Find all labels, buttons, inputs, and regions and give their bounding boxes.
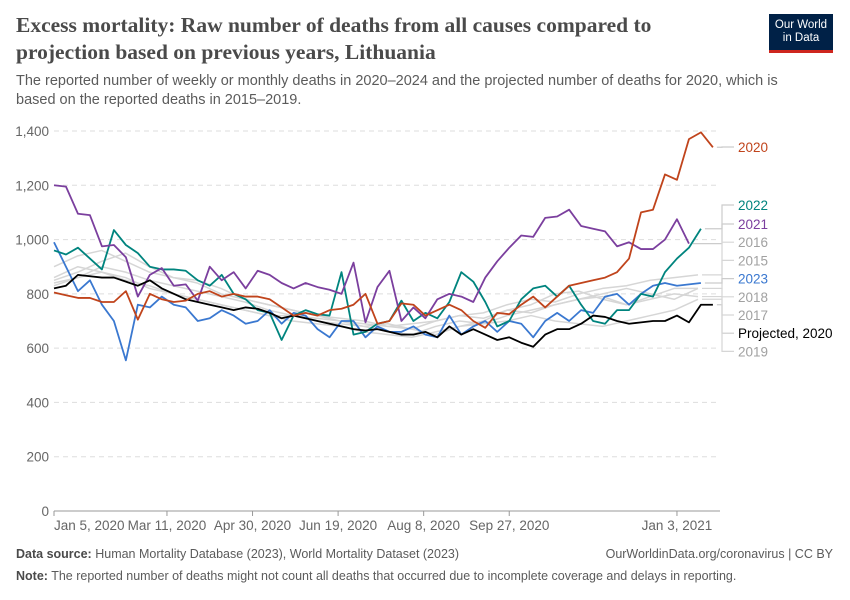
legend-label: 2015 <box>738 253 768 268</box>
logo-line-1: Our World <box>774 19 828 31</box>
chart-title: Excess mortality: Raw number of deaths f… <box>16 13 652 64</box>
series-line-2023 <box>53 241 702 362</box>
legend-connector <box>702 298 734 352</box>
x-tick-label: Aug 8, 2020 <box>387 518 460 533</box>
note-label: Note: <box>16 569 48 583</box>
y-tick-label: 800 <box>26 287 49 302</box>
legend-label: 2020 <box>738 140 768 155</box>
x-tick-label: Sep 27, 2020 <box>469 518 549 533</box>
note: Note: The reported number of deaths migh… <box>16 569 736 583</box>
y-tick-label: 1,400 <box>15 124 49 139</box>
series-line-2019 <box>53 271 699 339</box>
y-tick-label: 1,000 <box>15 233 49 248</box>
legend-label: 2016 <box>738 235 768 250</box>
data-source-label: Data source: <box>16 547 92 561</box>
legend-label: 2019 <box>738 344 768 359</box>
y-tick-label: 600 <box>26 341 49 356</box>
owid-logo[interactable]: Our World in Data <box>769 14 833 53</box>
legend-label: 2021 <box>738 217 768 232</box>
legend-label: Projected, 2020 <box>738 326 833 341</box>
legend-connector <box>702 287 734 298</box>
series-line-2020 <box>53 131 714 329</box>
legend-label: 2023 <box>738 272 768 287</box>
legend-connector <box>704 278 734 284</box>
note-text: The reported number of deaths might not … <box>51 569 737 583</box>
y-tick-label: 400 <box>26 395 49 410</box>
x-tick-label: Jan 5, 2020 <box>54 518 125 533</box>
y-tick-label: 1,200 <box>15 178 49 193</box>
series-line-2021 <box>53 184 690 324</box>
data-source-text[interactable]: Human Mortality Database (2023), World M… <box>95 547 460 561</box>
credit-link[interactable]: OurWorldinData.org/coronavirus | CC BY <box>605 547 833 561</box>
logo-accent-bar <box>769 50 833 53</box>
x-tick-label: Mar 11, 2020 <box>128 518 207 533</box>
legend-connector <box>704 204 734 230</box>
legend-label: 2018 <box>738 290 768 305</box>
y-tick-label: 200 <box>26 450 49 465</box>
legend-label: 2022 <box>738 198 768 213</box>
chart-subtitle: The reported number of weekly or monthly… <box>16 73 778 108</box>
legend-connector <box>702 241 734 276</box>
legend-connector <box>692 223 734 245</box>
data-source: Data source: Human Mortality Database (2… <box>16 547 459 561</box>
x-tick-label: Apr 30, 2020 <box>214 518 291 533</box>
x-tick-label: Jan 3, 2021 <box>642 518 713 533</box>
x-tick-label: Jun 19, 2020 <box>299 518 377 533</box>
y-tick-label: 0 <box>41 504 49 519</box>
legend-connector <box>716 304 734 334</box>
series-line-projected-2020 <box>53 273 713 348</box>
logo-line-2: in Data <box>782 32 820 44</box>
legend-label: 2017 <box>738 308 768 323</box>
